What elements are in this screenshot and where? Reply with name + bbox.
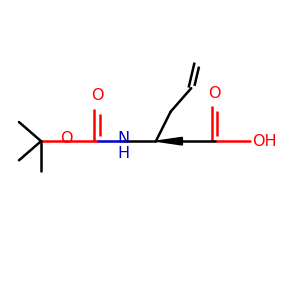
Text: H: H [117,146,130,161]
Polygon shape [156,137,182,145]
Text: O: O [60,131,72,146]
Text: OH: OH [253,134,277,149]
Text: O: O [208,85,221,100]
Text: O: O [91,88,103,104]
Text: N: N [117,131,130,146]
